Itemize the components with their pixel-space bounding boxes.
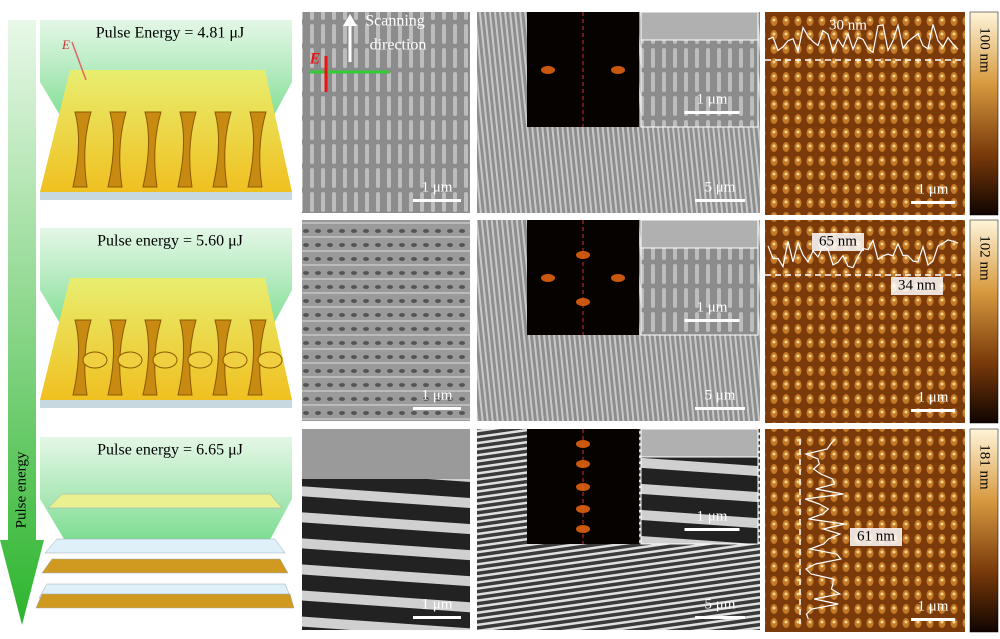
afm-annotation: 65 nm <box>819 233 857 249</box>
ripple <box>72 111 92 188</box>
afm-image <box>765 12 965 215</box>
scale-bar <box>684 319 740 322</box>
field-label: E <box>61 37 70 52</box>
sem-image <box>302 220 470 421</box>
scale-label: 1 μm <box>918 598 949 614</box>
cross-section <box>640 219 759 249</box>
scale-label: 1 μm <box>697 299 728 315</box>
colorbar-label: 100 nm <box>977 27 993 73</box>
annotation-bg <box>850 528 902 546</box>
ripple <box>247 111 267 188</box>
scale-label: 5 μm <box>705 596 736 612</box>
cell <box>257 351 283 369</box>
fft-spot <box>576 440 590 448</box>
scale-bar <box>911 409 955 412</box>
fft-spot <box>611 274 625 282</box>
substrate <box>40 278 292 400</box>
scan-label: direction <box>370 37 427 54</box>
ripple <box>177 111 197 188</box>
colorbar <box>969 219 999 424</box>
cell <box>117 351 143 369</box>
scale-label: 1 μm <box>422 179 453 195</box>
afm-annotation: 61 nm <box>857 528 895 544</box>
fft-spot <box>541 66 555 74</box>
fft-spot <box>611 66 625 74</box>
fft-spot <box>576 460 590 468</box>
scale-label: 5 μm <box>705 387 736 403</box>
cell <box>82 351 108 369</box>
scale-label: 1 μm <box>697 508 728 524</box>
scale-label: 1 μm <box>918 181 949 197</box>
profile <box>804 438 845 620</box>
scale-label: 1 μm <box>422 596 453 612</box>
colorbar-label: 181 nm <box>977 444 993 490</box>
scale-bar <box>911 201 955 204</box>
colorbar <box>969 11 999 216</box>
scale-bar <box>413 616 461 619</box>
ripple <box>212 111 232 188</box>
pulse-label: Pulse energy = 5.60 μJ <box>97 233 243 250</box>
field-hatch <box>71 41 87 81</box>
afm-annotation: 30 nm <box>829 17 867 33</box>
cross-section <box>640 428 759 458</box>
scale-label: 1 μm <box>918 389 949 405</box>
stripe <box>44 538 286 554</box>
substrate-edge <box>40 400 292 408</box>
beam <box>40 437 292 549</box>
cell <box>152 351 178 369</box>
scale-label: 1 μm <box>697 91 728 107</box>
profile <box>767 23 959 54</box>
field-label: E <box>309 51 321 68</box>
fft-spot <box>576 505 590 513</box>
cell <box>187 351 213 369</box>
pulse-label: Pulse energy = 6.65 μJ <box>97 442 243 459</box>
ripple <box>177 319 197 396</box>
ripple <box>247 319 267 396</box>
scale-bar <box>911 618 955 621</box>
scale-bar <box>695 199 745 202</box>
cross-section <box>640 11 759 41</box>
fft-spot <box>576 251 590 259</box>
fft-spot <box>576 483 590 491</box>
pulse-label: Pulse Energy = 4.81 μJ <box>96 25 244 42</box>
afm-image <box>765 220 965 423</box>
ripple <box>107 319 127 396</box>
scale-bar <box>684 111 740 114</box>
colorbar-label: 102 nm <box>977 235 993 281</box>
substrate <box>40 70 292 192</box>
scale-bar <box>684 528 740 531</box>
ripple <box>142 111 162 188</box>
substrate-edge <box>40 192 292 200</box>
scale-bar <box>413 407 461 410</box>
sem-top <box>302 429 470 479</box>
scale-label: 1 μm <box>422 387 453 403</box>
scale-label: 5 μm <box>705 179 736 195</box>
ripple <box>107 111 127 188</box>
stripe <box>41 558 289 574</box>
ripple <box>142 319 162 396</box>
annotation-bg <box>891 277 943 295</box>
arrow-head <box>343 14 357 26</box>
afm-annotation: 34 nm <box>898 277 936 293</box>
fft-spot <box>576 298 590 306</box>
scale-bar <box>413 199 461 202</box>
stripe <box>35 593 295 609</box>
cell <box>222 351 248 369</box>
fft-spot <box>541 274 555 282</box>
axis-label: Pulse energy <box>13 451 29 528</box>
ripple <box>72 319 92 396</box>
stripe <box>47 493 283 509</box>
colorbar <box>969 428 999 633</box>
annotation-bg <box>812 233 864 251</box>
scan-label: Scanning <box>365 13 425 30</box>
ripple <box>212 319 232 396</box>
sem-image <box>302 12 470 213</box>
scale-bar <box>695 616 745 619</box>
scale-bar <box>695 407 745 410</box>
fft-spot <box>576 525 590 533</box>
energy-arrow <box>0 20 44 625</box>
